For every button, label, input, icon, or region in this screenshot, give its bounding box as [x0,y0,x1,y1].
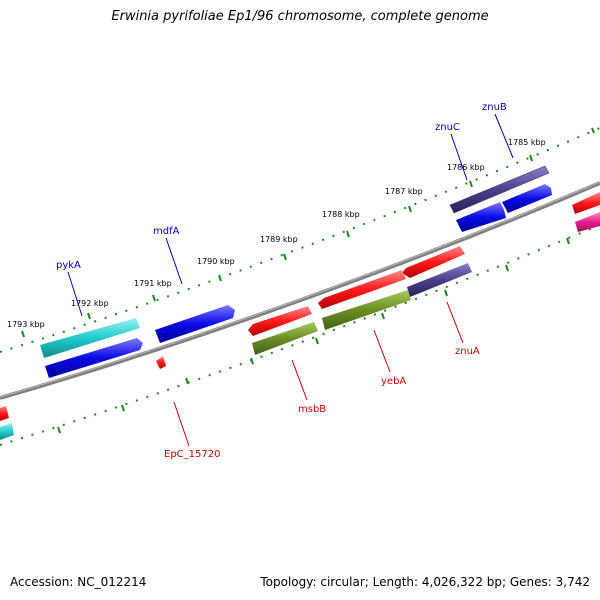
topology-text: Topology: circular; Length: 4,026,322 bp… [260,575,590,589]
tick-label: 1793 kbp [7,320,45,329]
gene-arrow-znuB[interactable] [502,184,552,213]
gene-label-pykA[interactable]: pykA [56,260,81,271]
gene-arrow-EpC_15720[interactable] [156,356,166,369]
tick-label: 1789 kbp [260,235,298,244]
major-ticks-lower [57,237,570,434]
tick-label: 1792 kbp [71,299,109,308]
gene-arrow-pykA[interactable] [40,318,140,358]
major-ticks-upper [21,127,595,338]
gene-label-mdfA[interactable]: mdfA [153,226,180,237]
tick-label: 1787 kbp [385,187,423,196]
map-title: Erwinia pyrifoliae Ep1/96 chromosome, co… [111,9,489,24]
tick-label: 1790 kbp [197,257,235,266]
gene-label-yebA[interactable]: yebA [381,376,406,387]
tick-label: 1786 kbp [447,163,485,172]
gene-label-znuA[interactable]: znuA [455,346,480,357]
gene-label-msbB[interactable]: msbB [298,404,326,415]
gene-label-leaders [67,113,514,447]
gene-label-EpC_15720[interactable]: EpC_15720 [164,449,220,460]
gene-arrow-znuC[interactable] [456,202,506,232]
backbone-line [0,181,600,400]
gene-arrow-cyan-left-edge[interactable] [0,423,14,440]
gene-arrow-blue-under-pykA[interactable] [45,338,143,378]
gene-arrow-magenta-right-edge[interactable] [575,212,600,232]
gene-arrow-olive-msbB[interactable] [252,322,318,355]
gene-arrow-yebA[interactable] [318,270,406,309]
tick-label: 1788 kbp [322,210,360,219]
gene-arrow-red-near-znuA[interactable] [402,246,465,278]
gene-arrow-red-left-edge[interactable] [0,406,9,421]
gene-block-navy-upper[interactable] [449,165,550,214]
gene-arrow-olive-yebA[interactable] [322,290,411,330]
accession-text: Accession: NC_012214 [10,575,147,589]
gene-arrow-msbB[interactable] [248,306,312,336]
tick-label: 1791 kbp [134,279,172,288]
backbone-highlight [0,181,600,398]
gene-arrow-znuA[interactable] [407,263,472,297]
gene-label-znuC[interactable]: znuC [435,122,460,133]
gene-arrow-mdfA[interactable] [155,305,235,343]
gene-arrow-red-right-edge[interactable] [572,192,600,214]
kbp-labels: 1785 kbp 1786 kbp 1787 kbp 1788 kbp 1789… [7,138,546,329]
gene-label-znuB[interactable]: znuB [482,102,507,113]
tick-label: 1785 kbp [508,138,546,147]
